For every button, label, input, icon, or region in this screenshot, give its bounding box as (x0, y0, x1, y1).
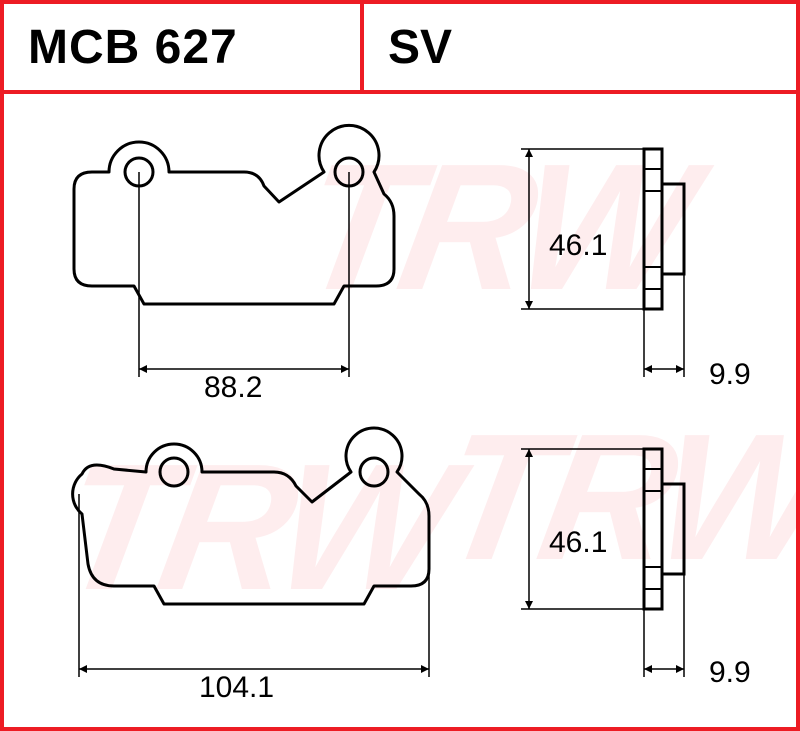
diagram-area: TRW TRW TRW 46.1 88.2 9.9 46.1 104.1 9.9 (4, 94, 796, 727)
dim-pad1-thickness: 9.9 (709, 358, 751, 392)
model-number: MCB 627 (4, 4, 364, 90)
dim-pad1-holespan: 88.2 (204, 371, 262, 405)
dim-pad2-height: 46.1 (549, 526, 607, 560)
diagram-frame: MCB 627 SV TRW TRW TRW 46.1 88.2 9.9 46.… (0, 0, 800, 731)
dim-pad2-thickness: 9.9 (709, 656, 751, 690)
variant-code: SV (364, 4, 796, 90)
dim-pad2-width: 104.1 (199, 671, 274, 705)
dim-pad1-height: 46.1 (549, 229, 607, 263)
technical-drawing (4, 94, 796, 731)
header-bar: MCB 627 SV (4, 4, 796, 94)
